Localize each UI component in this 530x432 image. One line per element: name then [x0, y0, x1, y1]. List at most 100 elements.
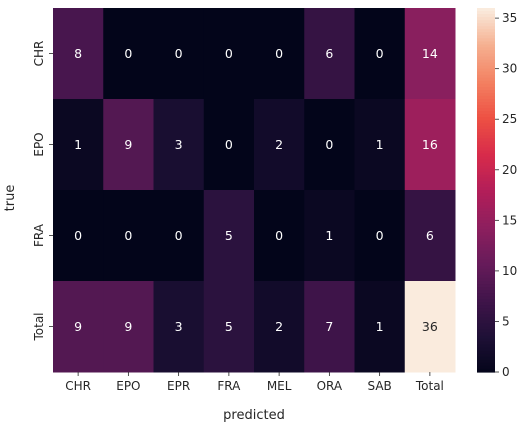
heatmap-cell-labels: 8 0 0 0 0 6 0 14 1 9 3 0 2 0 1 16 0 0 0 5 0 1 0 6 9 9 3 5 2 7 1 36	[74, 46, 438, 334]
y-axis-label: true	[3, 185, 18, 212]
heatmap-cell	[254, 281, 305, 373]
cell-value-label: 16	[422, 137, 438, 152]
heatmap-cell	[153, 190, 205, 282]
cell-value-label: 0	[376, 46, 384, 61]
colorbar-segment	[477, 135, 495, 140]
colorbar-segment	[477, 23, 495, 27]
heatmap-cell	[103, 190, 154, 282]
heatmap-cell	[203, 8, 255, 100]
y-tick-label: CHR	[32, 41, 46, 67]
heatmap-cell	[153, 99, 205, 191]
colorbar-segment	[477, 305, 495, 309]
cell-value-label: 36	[422, 319, 438, 334]
heatmap-cell	[103, 8, 154, 100]
colorbar-segment	[477, 120, 495, 124]
colorbar-segment	[477, 65, 495, 70]
colorbar-segment	[477, 338, 495, 343]
colorbar-segment	[477, 362, 495, 367]
colorbar-segment	[477, 14, 495, 18]
colorbar-segment	[477, 229, 495, 234]
colorbar-segment	[477, 190, 495, 194]
colorbar-segment	[477, 353, 495, 358]
heatmap-cell	[53, 190, 104, 282]
colorbar-segment	[477, 177, 495, 182]
colorbar-segment	[477, 284, 495, 288]
colorbar-segment	[477, 311, 495, 315]
colorbar-segment	[477, 117, 495, 121]
colorbar-segment	[477, 323, 495, 328]
colorbar-segment	[477, 302, 495, 306]
colorbar-segment	[477, 92, 495, 97]
colorbar-tick-label: 30	[502, 62, 517, 76]
colorbar-segment	[477, 241, 495, 246]
colorbar-segment	[477, 341, 495, 346]
cell-value-label: 0	[124, 46, 132, 61]
cell-value-label: 0	[74, 228, 82, 243]
heatmap-cell	[354, 99, 406, 191]
colorbar-segment	[477, 156, 495, 161]
colorbar-segment	[477, 365, 495, 370]
heatmap-cell	[354, 190, 406, 282]
colorbar-segment	[477, 232, 495, 237]
colorbar-segment	[477, 211, 495, 215]
x-tick-label: Total	[415, 379, 444, 393]
colorbar-segment	[477, 335, 495, 340]
cell-value-label: 9	[124, 137, 132, 152]
colorbar-segment	[477, 174, 495, 179]
colorbar-segment	[477, 317, 495, 322]
colorbar-segment	[477, 53, 495, 58]
colorbar-tick-label: 0	[502, 365, 510, 379]
colorbar-segment	[477, 238, 495, 243]
colorbar-segment	[477, 138, 495, 143]
colorbar-segment	[477, 144, 495, 149]
x-tick-label: SAB	[367, 379, 391, 393]
colorbar-segment	[477, 180, 495, 185]
heatmap-cell	[304, 190, 355, 282]
x-axis-label: predicted	[223, 408, 285, 423]
colorbar-segment	[477, 208, 495, 212]
y-axis-ticks: CHR EPO FRA Total	[32, 41, 53, 342]
colorbar-segment	[477, 293, 495, 297]
colorbar-segment	[477, 77, 495, 82]
colorbar-segment	[477, 153, 495, 158]
colorbar: 0 5 10 15 20 25 30 35	[477, 8, 517, 379]
colorbar-segment	[477, 226, 495, 231]
colorbar-segment	[477, 123, 495, 127]
colorbar-segment	[477, 38, 495, 42]
colorbar-segment	[477, 59, 495, 64]
colorbar-segment	[477, 350, 495, 355]
cell-value-label: 3	[175, 137, 183, 152]
colorbar-segment	[477, 32, 495, 36]
x-tick-label: CHR	[65, 379, 91, 393]
heatmap-cell	[53, 99, 104, 191]
colorbar-segment	[477, 183, 495, 188]
colorbar-segment	[477, 162, 495, 167]
colorbar-segment	[477, 126, 495, 130]
colorbar-tick-label: 5	[502, 314, 510, 328]
colorbar-segment	[477, 271, 495, 276]
colorbar-segment	[477, 8, 495, 12]
heatmap-cell	[53, 8, 104, 100]
heatmap-cell	[153, 8, 205, 100]
cell-value-label: 0	[175, 228, 183, 243]
colorbar-segment	[477, 202, 495, 206]
colorbar-segment	[477, 359, 495, 364]
colorbar-segment	[477, 80, 495, 85]
colorbar-segment	[477, 193, 495, 197]
cell-value-label: 9	[74, 319, 82, 334]
colorbar-segment	[477, 129, 495, 133]
colorbar-segment	[477, 168, 495, 173]
colorbar-segment	[477, 95, 495, 100]
colorbar-segment	[477, 290, 495, 294]
cell-value-label: 0	[275, 46, 283, 61]
cell-value-label: 5	[225, 228, 233, 243]
colorbar-segment	[477, 247, 495, 252]
cell-value-label: 0	[376, 228, 384, 243]
colorbar-segment	[477, 102, 495, 106]
x-axis-ticks: CHR EPO EPR FRA MEL ORA SAB Total	[65, 372, 444, 393]
heatmap-cell	[103, 99, 154, 191]
colorbar-segment	[477, 20, 495, 24]
cell-value-label: 1	[74, 137, 82, 152]
colorbar-segment	[477, 296, 495, 300]
colorbar-tick-label: 15	[502, 213, 517, 227]
